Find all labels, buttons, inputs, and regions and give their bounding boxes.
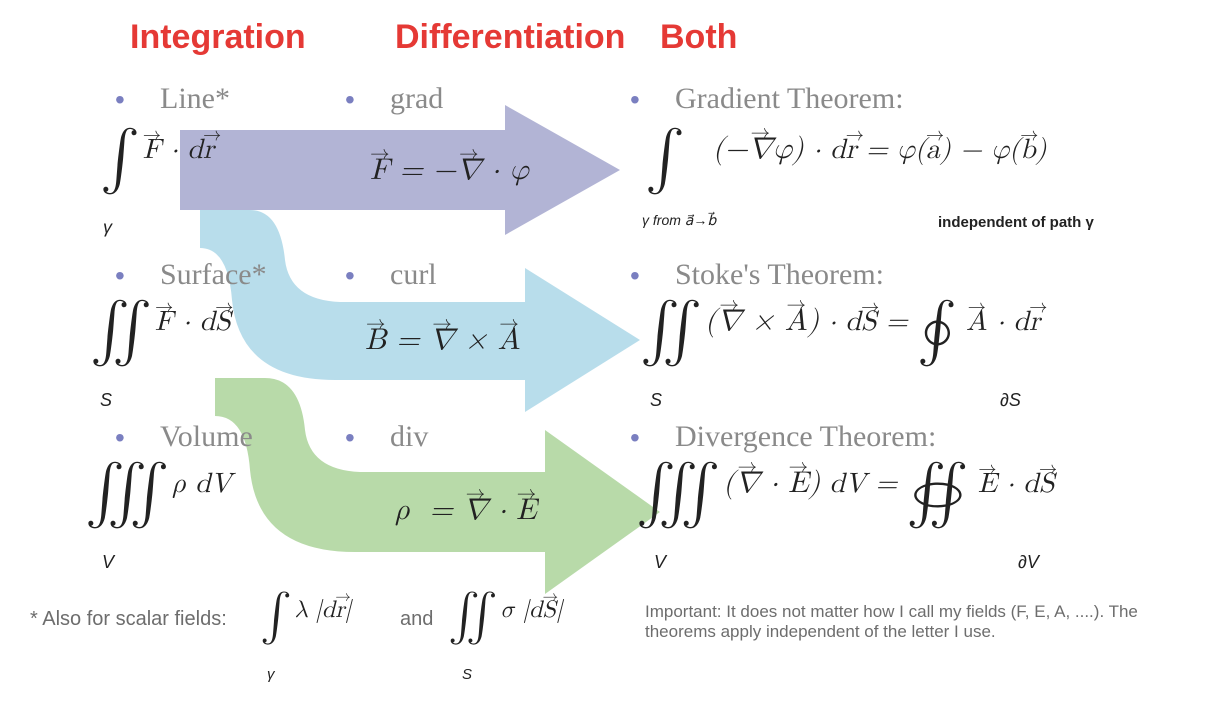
formula-grad-thm: ∫ (−∇φ) · dr = φ(a) − φ(b) xyxy=(645,128,1047,188)
label-surface: Surface* xyxy=(160,258,267,292)
formula-stokes: ∬ (∇ × A) · dS = ∮ A · dr xyxy=(640,300,1040,360)
sub-div-dV: ∂V xyxy=(1018,552,1039,573)
footnote-scalar-int1: ∫ λ |dr| xyxy=(260,592,351,640)
label-grad-thm: Gradient Theorem: xyxy=(675,82,904,116)
footnote-and: and xyxy=(400,608,433,631)
sub-surface-S: S xyxy=(100,390,112,411)
footnote-scalar-int2: ∬ σ |dS| xyxy=(448,592,563,640)
sub-grad-thm: γ from a⃗→b⃗ xyxy=(642,212,716,229)
label-div-thm: Divergence Theorem: xyxy=(675,420,936,454)
bullet-line: • xyxy=(115,86,125,114)
label-stokes: Stoke's Theorem: xyxy=(675,258,884,292)
header-differentiation: Differentiation xyxy=(395,18,625,57)
bullet-div: • xyxy=(345,424,355,452)
bullet-div-thm: • xyxy=(630,424,640,452)
footnote-scalar-text: * Also for scalar fields: xyxy=(30,608,227,631)
note-important: Important: It does not matter how I call… xyxy=(645,602,1145,642)
label-curl: curl xyxy=(390,258,437,292)
bullet-grad-thm: • xyxy=(630,86,640,114)
formula-div: ρ = ∇ · E xyxy=(395,492,537,528)
formula-volume-integral: ∭ ρ dV xyxy=(85,462,232,522)
bullet-volume: • xyxy=(115,424,125,452)
label-grad: grad xyxy=(390,82,443,116)
sub-line-gamma: γ xyxy=(103,217,112,238)
formula-line-integral: ∫ F · dr xyxy=(100,128,214,188)
bullet-curl: • xyxy=(345,262,355,290)
footnote-sub1: γ xyxy=(267,666,275,683)
bullet-grad: • xyxy=(345,86,355,114)
label-div: div xyxy=(390,420,428,454)
header-both: Both xyxy=(660,18,737,57)
formula-div-thm: ∭ (∇ · E) dV = ∯ E · dS xyxy=(636,462,1054,522)
label-volume: Volume xyxy=(160,420,253,454)
bullet-stokes: • xyxy=(630,262,640,290)
footnote-sub2: S xyxy=(462,666,472,683)
content-layer: Integration Differentiation Both • Line*… xyxy=(0,0,1217,703)
sub-div-V: V xyxy=(654,552,666,573)
sub-stokes-S: S xyxy=(650,390,662,411)
sub-stokes-dS: ∂S xyxy=(1000,390,1021,411)
formula-grad: F = −∇ · φ xyxy=(370,152,529,188)
sub-volume-V: V xyxy=(102,552,114,573)
header-integration: Integration xyxy=(130,18,306,57)
formula-curl: B = ∇ × A xyxy=(365,322,520,358)
formula-surface-integral: ∬ F · dS xyxy=(90,300,231,360)
bullet-surface: • xyxy=(115,262,125,290)
note-path-independent: independent of path γ xyxy=(938,214,1094,231)
label-line: Line* xyxy=(160,82,230,116)
